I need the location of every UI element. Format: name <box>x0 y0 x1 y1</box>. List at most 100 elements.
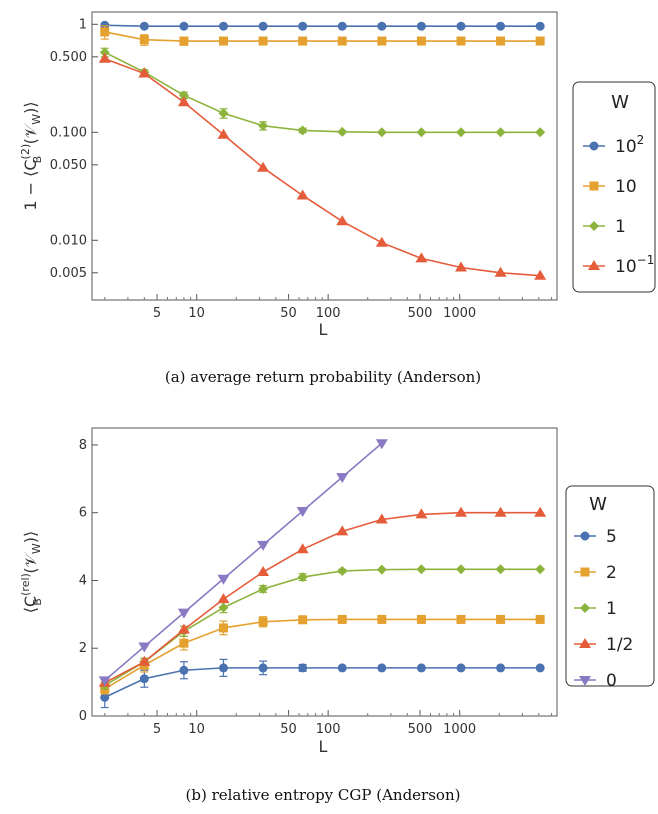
data-point <box>258 120 269 131</box>
chart-b-frame <box>91 427 558 717</box>
data-point <box>377 663 387 673</box>
data-point <box>456 127 467 138</box>
chart-a-return-probability: 5 10 50 100 500 1000 1 0.500 0.100 0.050 0.010 0.0… <box>19 11 656 386</box>
data-point <box>218 602 229 613</box>
data-point <box>98 676 111 687</box>
data-point <box>535 21 545 31</box>
data-point <box>100 692 110 702</box>
data-point <box>177 623 190 634</box>
data-point <box>375 439 388 450</box>
data-point <box>496 663 506 673</box>
data-point <box>177 608 190 619</box>
series-line <box>104 24 541 28</box>
data-point <box>456 663 466 673</box>
x-tick-label: 50 <box>280 306 297 321</box>
data-point <box>297 125 308 136</box>
data-point <box>298 663 308 673</box>
data-point <box>496 614 506 624</box>
data-point <box>296 507 309 518</box>
data-point <box>179 21 189 31</box>
chart-b-y-axis-label: ⟨C(rel)B(𝒱W)⟩ <box>19 531 44 614</box>
data-point <box>218 623 228 633</box>
data-point <box>138 655 151 666</box>
chart-a-x-axis-label: L <box>319 320 328 339</box>
legend-marker <box>589 221 599 231</box>
legend-marker <box>588 260 600 270</box>
data-point <box>376 127 387 138</box>
data-point <box>375 513 388 524</box>
data-point <box>138 67 151 78</box>
data-point <box>297 572 308 583</box>
legend-marker <box>589 141 599 151</box>
chart-a-y-axis-label: 1 − ⟨C(2)B(𝒱W)⟩ <box>19 101 44 210</box>
data-point <box>139 674 149 684</box>
x-tick-label: 100 <box>316 722 341 737</box>
data-point <box>337 126 348 137</box>
data-point <box>494 266 507 277</box>
data-point <box>98 52 111 63</box>
x-tick-label: 100 <box>316 306 341 321</box>
data-point <box>179 638 189 648</box>
data-point <box>218 663 228 673</box>
data-point <box>258 617 268 627</box>
data-point <box>218 36 228 46</box>
legend-label: 2 <box>606 563 617 583</box>
data-point <box>495 127 506 138</box>
data-point <box>336 473 349 484</box>
data-point <box>535 614 545 624</box>
data-point <box>416 36 426 46</box>
series-line <box>104 31 541 42</box>
data-point <box>298 36 308 46</box>
data-point <box>258 583 269 594</box>
data-point <box>177 96 190 107</box>
chart-a-y-ticks: 1 0.500 0.100 0.050 0.010 0.005 <box>50 17 98 281</box>
chart-a-caption: (a) average return probability (Anderson… <box>165 368 481 386</box>
legend-label: 1 <box>606 599 617 619</box>
y-tick-label: 1 <box>79 17 87 32</box>
chart-b-x-ticks: 5 10 50 100 500 1000 <box>104 710 553 737</box>
data-point <box>456 36 466 46</box>
series-line <box>104 442 383 682</box>
chart-b-legend-title: W <box>589 494 607 515</box>
data-point <box>534 269 547 280</box>
y-tick-label: 4 <box>79 573 87 588</box>
data-point <box>218 108 229 119</box>
data-point <box>336 525 349 536</box>
y-tick-label: 0.500 <box>50 50 87 65</box>
data-point <box>178 90 189 101</box>
data-point <box>298 615 308 625</box>
chart-a-x-ticks: 5 10 50 100 500 1000 <box>104 294 553 321</box>
data-point <box>258 36 268 46</box>
chart-a-legend-title: W <box>611 92 629 113</box>
data-point <box>377 21 387 31</box>
data-point <box>377 614 387 624</box>
chart-b-series <box>98 439 547 709</box>
data-point <box>496 36 506 46</box>
data-point <box>416 663 426 673</box>
data-point <box>337 21 347 31</box>
data-point <box>535 36 545 46</box>
data-point <box>456 564 467 575</box>
x-tick-label: 500 <box>408 306 433 321</box>
y-tick-label: 0.050 <box>50 158 87 173</box>
data-point <box>139 21 149 31</box>
data-point <box>535 663 545 673</box>
x-tick-label: 5 <box>153 722 161 737</box>
chart-b-legend-box <box>565 485 655 687</box>
data-point <box>456 614 466 624</box>
legend-label: 0 <box>606 671 617 691</box>
data-point <box>416 21 426 31</box>
data-point <box>337 565 348 576</box>
series-line <box>104 667 541 699</box>
legend-label: 1/2 <box>606 635 633 655</box>
series-line <box>104 511 541 684</box>
data-point <box>179 665 189 675</box>
data-point <box>416 127 427 138</box>
series-line <box>104 618 541 690</box>
data-point <box>496 21 506 31</box>
chart-a-legend-box <box>572 81 656 293</box>
y-tick-label: 8 <box>79 438 87 453</box>
data-point <box>257 161 270 172</box>
